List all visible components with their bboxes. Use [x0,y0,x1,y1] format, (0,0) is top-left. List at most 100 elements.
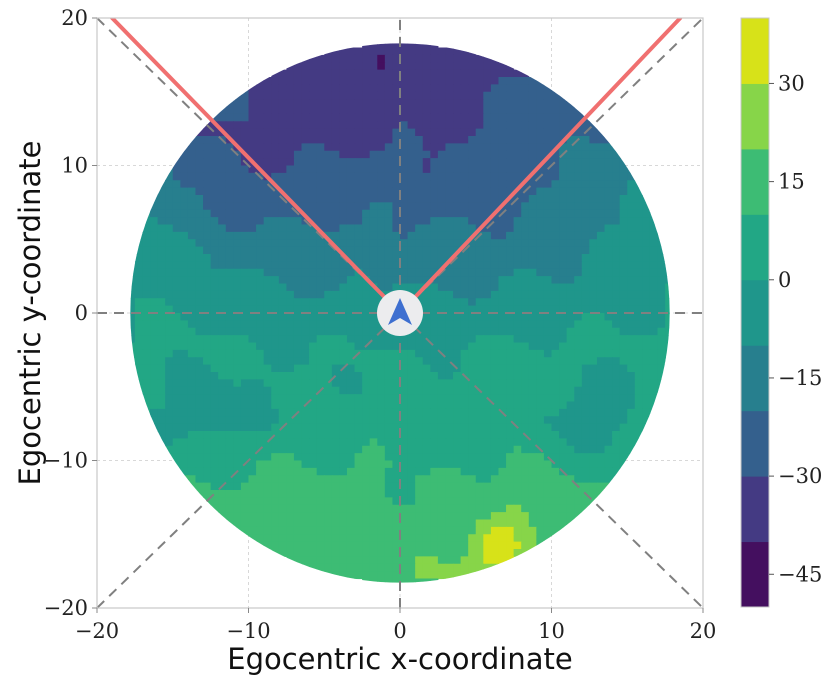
contour-cell [407,180,416,189]
contour-cell [210,408,219,417]
contour-cell [445,401,454,410]
contour-cell [498,268,507,277]
contour-cell [369,563,378,572]
contour-cell [528,180,537,189]
contour-cell [309,438,318,447]
contour-cell [210,209,219,218]
contour-cell [649,305,659,314]
contour-cell [543,231,553,240]
contour-cell [346,438,356,447]
contour-cell [513,357,522,366]
contour-cell [240,246,250,255]
contour-cell [134,298,144,307]
contour-cell [483,54,492,63]
contour-cell [612,313,621,321]
contour-cell [528,165,537,174]
contour-cell [445,47,454,56]
contour-cell [513,246,522,255]
contour-cell [521,77,530,85]
contour-cell [203,195,212,203]
contour-cell [180,276,189,285]
contour-cell [225,386,234,395]
contour-cell [187,180,197,189]
contour-cell [634,254,643,262]
contour-cell [589,209,598,218]
contour-cell [528,231,537,240]
contour-cell [498,276,507,285]
contour-cell [589,202,598,211]
contour-cell [195,202,204,211]
contour-cell [604,158,613,167]
contour-cell [589,357,598,366]
contour-cell [339,305,348,314]
contour-cell [271,534,280,543]
contour-cell [551,431,560,439]
x-axis-label: Egocentric x-coordinate [227,642,572,676]
contour-cell [240,349,250,358]
contour-cell [551,327,560,336]
contour-cell [165,445,174,454]
contour-cell [460,364,469,373]
contour-cell [195,165,204,174]
contour-cell [324,202,333,211]
contour-cell [498,136,507,144]
contour-cell [225,121,234,130]
contour-cell [430,246,439,255]
contour-cell [331,209,340,218]
contour-cell [130,342,136,351]
contour-cell [248,231,257,240]
contour-cell [551,335,560,344]
contour-cell [612,335,621,344]
contour-cell [195,431,204,439]
contour-cell [581,423,590,432]
contour-cell [415,231,424,240]
contour-cell [400,445,409,454]
contour-cell [210,224,219,233]
contour-cell [354,482,363,491]
contour-cell [233,342,242,351]
contour-cell [589,416,598,425]
contour-cell [316,541,325,550]
contour-cell [513,438,522,447]
contour-cell [596,261,606,270]
contour-cell [596,445,606,454]
contour-cell [354,150,363,159]
contour-cell [346,276,356,285]
contour-cell [619,372,628,380]
contour-cell [437,504,447,513]
contour-cell [559,394,568,403]
contour-cell [521,246,530,255]
contour-cell [415,202,424,211]
contour-cell [316,460,325,469]
contour-cell [339,77,348,85]
contour-cell [354,106,363,115]
contour-cell [195,438,204,447]
contour-cell [521,283,530,292]
contour-cell [354,571,363,580]
contour-cell [248,261,257,270]
contour-cell [278,150,287,159]
contour-cell [369,445,378,454]
contour-cell [649,246,659,255]
contour-cell [225,438,234,447]
contour-cell [521,357,530,366]
contour-cell [362,283,371,292]
contour-cell [649,386,659,395]
contour-cell [627,364,636,373]
contour-cell [453,526,462,535]
contour-cell [354,209,363,218]
contour-cell [665,320,670,329]
contour-cell [581,239,590,248]
contour-cell [513,386,522,395]
contour-cell [392,99,401,108]
contour-cell [293,386,303,395]
contour-cell [134,364,144,373]
contour-cell [619,239,628,248]
contour-cell [316,453,325,462]
contour-cell [384,239,394,248]
contour-cell [415,77,424,85]
contour-cell [324,113,333,122]
contour-cell [187,372,197,380]
contour-cell [256,460,265,469]
contour-cell [263,335,272,344]
